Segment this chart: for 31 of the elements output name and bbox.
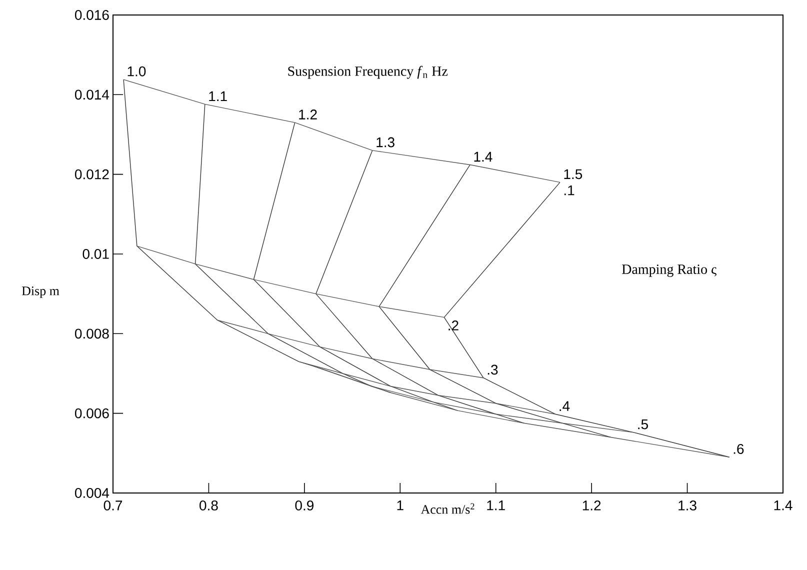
- series-label: .6: [734, 444, 744, 454]
- y-tick-label: 0.014: [74, 90, 110, 100]
- series-label: .5: [638, 419, 648, 430]
- series-label: 1.1: [209, 91, 227, 102]
- series-label: .3: [488, 364, 498, 375]
- x-tick-label: 0.9: [295, 500, 314, 510]
- x-tick-label: 0.7: [104, 500, 122, 510]
- series-label: 1.3: [376, 137, 394, 148]
- series-label: .4: [560, 401, 570, 411]
- series-label: .2: [448, 320, 458, 330]
- y-tick-label: 0.004: [74, 488, 110, 498]
- series-label: .1: [564, 185, 574, 196]
- annotation: Damping Ratio ς: [622, 264, 716, 277]
- y-tick-label: 0.006: [74, 408, 109, 418]
- x-tick-label: 1.3: [678, 500, 696, 510]
- annotation: Suspension Frequency f$_{n}$ Hz: [288, 66, 448, 79]
- x-tick-label: 1.4: [774, 500, 792, 510]
- y-tick-label: 0.008: [74, 328, 109, 339]
- x-tick-label: 1.1: [487, 500, 505, 510]
- y-axis-title: Disp m: [22, 286, 60, 298]
- series-label: 1.0: [128, 66, 146, 76]
- y-tick-label: 0.012: [74, 169, 109, 180]
- x-tick-label: 1.2: [582, 500, 601, 510]
- y-tick-label: 0.01: [82, 249, 109, 259]
- series-label: 1.2: [299, 110, 317, 120]
- series-label: 1.4: [474, 152, 492, 162]
- series-label: 1.5: [564, 169, 582, 180]
- x-axis-title: Accn m/s$^{2}$: [420, 503, 474, 514]
- y-tick-label: 0.016: [74, 10, 109, 20]
- x-tick-label: 1: [397, 500, 404, 510]
- x-tick-label: 0.8: [200, 500, 218, 510]
